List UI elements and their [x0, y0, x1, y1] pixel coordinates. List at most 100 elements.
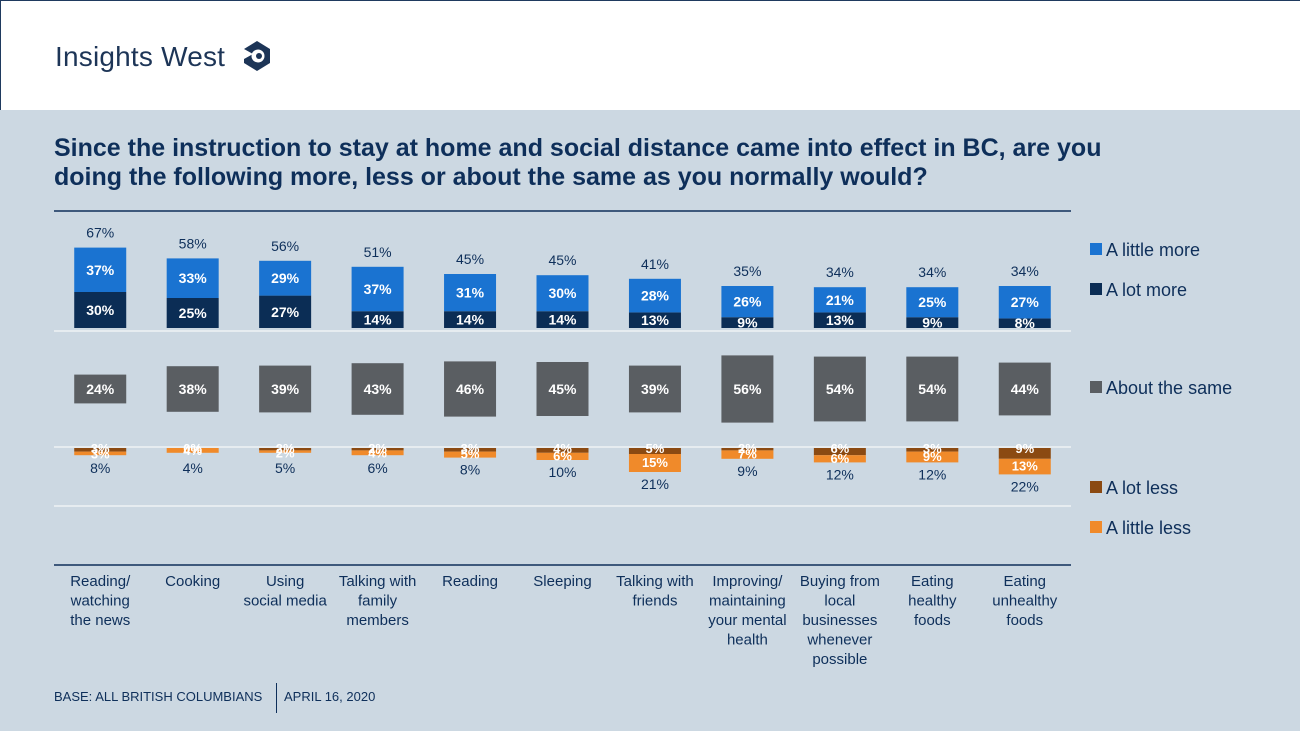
- label-a-lot-less: 2%: [738, 441, 757, 456]
- category-label: foods: [1006, 612, 1043, 629]
- label-a-lot-more: 14%: [548, 312, 577, 328]
- label-a-lot-less: 2%: [368, 441, 387, 456]
- label-a-little-more: 28%: [641, 288, 670, 304]
- bar-about-the-same: [536, 362, 589, 416]
- label-about-the-same: 38%: [179, 381, 208, 397]
- label-a-little-less: 6%: [830, 451, 849, 466]
- bar-a-lot-more: [813, 312, 866, 328]
- total-more-label: 41%: [641, 256, 669, 272]
- category-label: healthy: [908, 593, 957, 610]
- label-a-little-less: 4%: [183, 443, 202, 458]
- label-a-little-less: 15%: [642, 455, 668, 470]
- category-label: whenever: [806, 632, 872, 649]
- bar-a-little-more: [444, 274, 497, 312]
- bar-a-little-less: [444, 451, 497, 458]
- label-a-little-less: 2%: [276, 445, 295, 460]
- bar-a-little-less: [721, 450, 774, 459]
- bar-about-the-same: [813, 356, 866, 422]
- bar-a-little-more: [813, 287, 866, 313]
- legend-label: A little more: [1106, 240, 1200, 260]
- label-a-little-less: 4%: [368, 445, 387, 460]
- total-more-label: 67%: [86, 225, 114, 241]
- total-less-label: 4%: [183, 460, 203, 476]
- label-a-lot-less: 3%: [923, 441, 942, 456]
- total-less-label: 12%: [826, 466, 854, 482]
- label-about-the-same: 44%: [1011, 381, 1040, 397]
- bar-a-little-more: [351, 266, 404, 312]
- bar-a-little-more: [536, 275, 589, 312]
- label-a-lot-more: 9%: [737, 315, 758, 331]
- label-a-lot-less: 4%: [553, 441, 572, 456]
- label-about-the-same: 54%: [918, 381, 947, 397]
- chart-title: Since the instruction to stay at home an…: [54, 134, 1102, 191]
- label-a-lot-less: 2%: [276, 441, 295, 456]
- total-less-label: 21%: [641, 476, 669, 492]
- label-a-little-more: 27%: [1011, 294, 1040, 310]
- label-about-the-same: 39%: [271, 381, 300, 397]
- base-note: BASE: ALL BRITISH COLUMBIANS: [54, 689, 263, 704]
- label-a-little-more: 33%: [179, 270, 208, 286]
- bar-a-lot-more: [166, 298, 219, 328]
- total-less-label: 8%: [90, 460, 110, 476]
- date-note: APRIL 16, 2020: [284, 689, 376, 704]
- label-a-lot-more: 9%: [922, 315, 943, 331]
- category-label: watching: [70, 593, 130, 610]
- label-a-little-more: 21%: [826, 292, 855, 308]
- bar-a-lot-less: [906, 448, 959, 452]
- bar-a-lot-less: [628, 448, 681, 454]
- bar-a-lot-more: [351, 311, 404, 328]
- bar-a-lot-more: [74, 292, 127, 328]
- category-label: businesses: [802, 612, 877, 629]
- label-a-little-more: 30%: [548, 285, 577, 301]
- bar-a-little-more: [906, 287, 959, 318]
- bar-a-lot-more: [628, 312, 681, 328]
- bar-about-the-same: [444, 361, 497, 417]
- bar-a-little-less: [536, 452, 589, 460]
- label-a-little-less: 7%: [738, 447, 757, 462]
- label-a-little-more: 37%: [86, 262, 115, 278]
- bar-a-little-less: [998, 458, 1051, 475]
- label-a-lot-more: 13%: [641, 312, 670, 328]
- total-less-label: 8%: [460, 462, 480, 478]
- label-a-lot-more: 27%: [271, 304, 300, 320]
- bar-a-little-more: [721, 286, 774, 318]
- category-label: Buying from: [800, 573, 880, 590]
- bar-a-lot-more: [998, 318, 1051, 328]
- total-more-label: 45%: [548, 252, 576, 268]
- category-label: local: [824, 593, 855, 610]
- label-about-the-same: 39%: [641, 381, 670, 397]
- legend-swatch: [1090, 521, 1102, 533]
- insights-west-logo-icon: [244, 41, 270, 71]
- bar-a-lot-more: [444, 311, 497, 328]
- category-label: family: [358, 593, 398, 610]
- total-less-label: 10%: [548, 464, 576, 480]
- label-a-little-more: 25%: [918, 294, 947, 310]
- bar-a-lot-less: [813, 448, 866, 456]
- bar-about-the-same: [351, 363, 404, 415]
- total-more-label: 45%: [456, 251, 484, 267]
- label-a-little-less: 3%: [91, 447, 110, 462]
- label-about-the-same: 24%: [86, 381, 115, 397]
- bar-a-lot-less: [259, 448, 312, 451]
- legend-swatch: [1090, 243, 1102, 255]
- label-about-the-same: 45%: [548, 381, 577, 397]
- bar-a-lot-more: [721, 317, 774, 328]
- bar-a-little-more: [998, 286, 1051, 319]
- bar-a-lot-less: [721, 448, 774, 451]
- bar-a-little-less: [259, 450, 312, 453]
- label-about-the-same: 54%: [826, 381, 855, 397]
- label-a-little-more: 31%: [456, 285, 485, 301]
- label-a-lot-less: 5%: [646, 441, 665, 456]
- bar-a-lot-more: [259, 295, 312, 328]
- bar-about-the-same: [74, 374, 127, 404]
- total-more-label: 58%: [179, 235, 207, 251]
- bar-a-little-less: [628, 454, 681, 472]
- bar-a-lot-more: [906, 317, 959, 328]
- category-label: social media: [243, 593, 327, 610]
- label-a-lot-more: 30%: [86, 302, 115, 318]
- label-a-little-more: 29%: [271, 270, 300, 286]
- label-a-little-less: 9%: [923, 449, 942, 464]
- bar-a-lot-less: [444, 448, 497, 452]
- brand-name: Insights West: [55, 41, 226, 72]
- bar-about-the-same: [259, 365, 312, 413]
